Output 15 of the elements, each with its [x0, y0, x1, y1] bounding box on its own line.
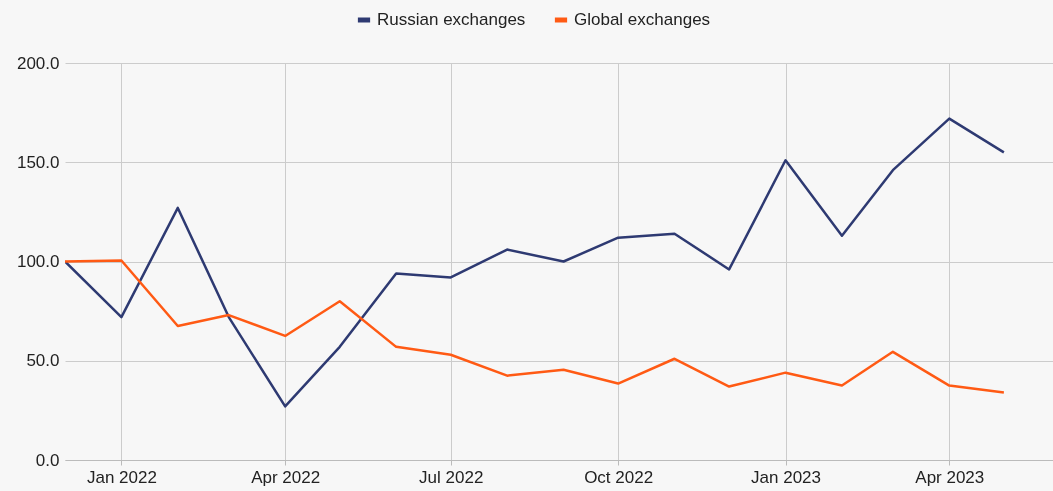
- x-tick-label: Apr 2022: [251, 467, 321, 487]
- x-tick-label: Jul 2022: [419, 467, 484, 487]
- line-series: [65, 259, 1006, 394]
- x-tick-label: Jan 2022: [86, 467, 157, 487]
- y-tick-label: 100.0: [16, 252, 60, 271]
- y-tick-label: 150.0: [16, 152, 60, 172]
- legend-label: Russian exchanges: [377, 10, 526, 29]
- legend-label: Global exchanges: [574, 10, 711, 29]
- y-tick-label: 50.0: [26, 351, 60, 371]
- line-series: [65, 117, 1006, 408]
- y-tick-label: 200.0: [16, 53, 60, 73]
- x-tick-label: Apr 2023: [915, 467, 985, 487]
- x-tick-label: Oct 2022: [584, 467, 654, 487]
- x-tick-label: Jan 2023: [751, 467, 822, 487]
- y-tick-label: 0.0: [35, 450, 60, 470]
